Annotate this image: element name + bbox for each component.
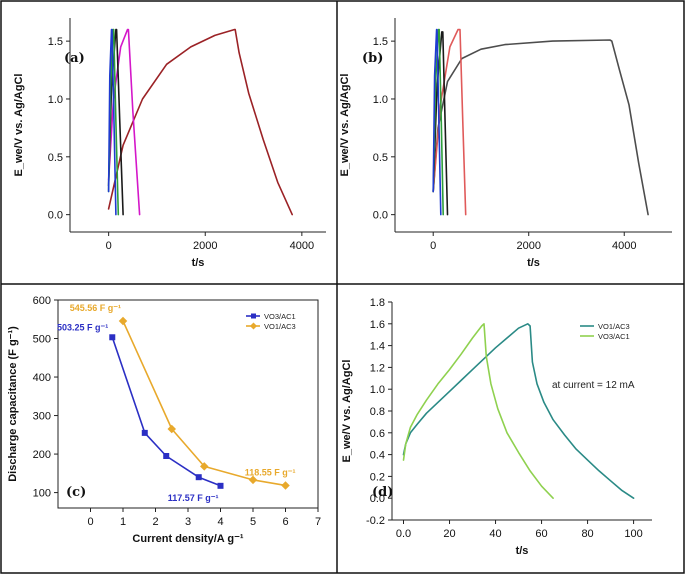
y-tick-label: 0.4 bbox=[370, 450, 385, 462]
y-tick-label: 1.6 bbox=[370, 319, 385, 331]
data-point bbox=[167, 424, 176, 434]
y-tick-label: 0.8 bbox=[370, 406, 385, 418]
data-point bbox=[109, 334, 116, 341]
x-tick-label: 0 bbox=[430, 240, 436, 252]
panel-label: (a) bbox=[64, 51, 85, 66]
x-tick-label: 2000 bbox=[193, 240, 217, 252]
x-tick-label: 5 bbox=[250, 516, 256, 528]
x-axis-title: t/s bbox=[527, 257, 540, 269]
y-tick-label: 1.5 bbox=[373, 36, 388, 48]
data-point bbox=[118, 316, 128, 326]
value-annotation: 545.56 F g⁻¹ bbox=[70, 303, 121, 313]
legend-label: VO3/AC1 bbox=[264, 312, 296, 321]
y-tick-label: 0.0 bbox=[373, 210, 388, 222]
x-tick-label: 7 bbox=[315, 516, 321, 528]
value-annotation: 503.25 F g⁻¹ bbox=[57, 322, 108, 332]
x-tick-label: 40 bbox=[489, 528, 501, 540]
panel-c-chart: 100 200 300 400 500 600 0 1 2 3 4 5 6 7 Current densit… bbox=[7, 295, 321, 545]
series-line-curve-5 bbox=[107, 28, 117, 216]
series-line-curve-3 bbox=[432, 31, 449, 216]
x-tick-label: 80 bbox=[581, 528, 593, 540]
panel-b-chart: 0.0 0.5 1.0 1.5 0 2000 4000 t/s E_we/V vs. Ag/Ag… bbox=[339, 18, 672, 269]
data-point bbox=[217, 482, 224, 489]
y-axis-title: E_we/V vs. Ag/AgCl bbox=[341, 360, 353, 463]
panel-label: (b) bbox=[362, 51, 383, 66]
legend-label: VO3/AC1 bbox=[598, 332, 630, 341]
panel-a-chart: 0.0 0.5 1.0 1.5 0 2000 4000 t/s E_we/V vs. Ag/Ag… bbox=[13, 18, 326, 269]
x-tick-label: 0 bbox=[106, 240, 112, 252]
current-note: at current = 12 mA bbox=[552, 380, 635, 391]
y-tick-label: 1.0 bbox=[48, 94, 63, 106]
y-tick-label: 0.2 bbox=[370, 471, 385, 483]
y-tick-label: 1.5 bbox=[48, 36, 63, 48]
y-tick-label: 0.0 bbox=[48, 210, 63, 222]
panel-label: (d) bbox=[372, 485, 393, 500]
legend-label: VO1/AC3 bbox=[264, 322, 296, 331]
y-tick-label: 200 bbox=[33, 449, 51, 461]
y-tick-label: 0.0 bbox=[370, 493, 385, 505]
y-tick-label: 0.5 bbox=[373, 152, 388, 164]
legend-label: VO1/AC3 bbox=[598, 322, 630, 331]
x-tick-label: 1 bbox=[120, 516, 126, 528]
x-tick-label: 2 bbox=[152, 516, 158, 528]
series-line-curve-1 bbox=[107, 28, 293, 216]
legend-marker bbox=[251, 313, 256, 319]
series-line-vo1-ac3 bbox=[122, 320, 287, 487]
x-tick-label: 4000 bbox=[290, 240, 314, 252]
data-point bbox=[281, 481, 290, 490]
y-axis-title: E_we/V vs. Ag/AgCl bbox=[339, 74, 351, 177]
y-tick-label: 300 bbox=[33, 411, 51, 423]
y-tick-label: 0.6 bbox=[370, 428, 385, 440]
data-point bbox=[141, 429, 148, 436]
x-tick-label: 100 bbox=[624, 528, 642, 540]
value-annotation: 118.55 F g⁻¹ bbox=[245, 467, 296, 477]
data-point bbox=[195, 474, 202, 481]
x-axis-title: Current density/A g⁻¹ bbox=[132, 533, 243, 545]
y-tick-label: 600 bbox=[33, 295, 51, 307]
data-point bbox=[248, 475, 258, 485]
y-axis-title: E_we/V vs. Ag/AgCl bbox=[13, 74, 25, 177]
y-tick-label: 0.5 bbox=[48, 152, 63, 164]
value-annotation: 117.57 F g⁻¹ bbox=[168, 493, 219, 503]
series-line-curve-4 bbox=[432, 28, 444, 216]
series-line-vo3-ac1 bbox=[402, 323, 554, 499]
x-tick-label: 4000 bbox=[612, 240, 636, 252]
y-tick-label: 1.2 bbox=[370, 362, 385, 374]
x-tick-label: 3 bbox=[185, 516, 191, 528]
y-tick-label: 1.8 bbox=[370, 297, 385, 309]
x-tick-label: 0.0 bbox=[396, 528, 411, 540]
x-axis-title: t/s bbox=[516, 545, 529, 557]
data-point bbox=[163, 453, 170, 459]
legend-marker bbox=[249, 322, 258, 330]
series-line-vo1-ac3 bbox=[402, 323, 635, 499]
panel-label: (c) bbox=[66, 485, 86, 500]
y-tick-label: 1.0 bbox=[373, 94, 388, 106]
x-tick-label: 20 bbox=[443, 528, 455, 540]
data-point bbox=[200, 462, 209, 471]
x-tick-label: 6 bbox=[282, 516, 288, 528]
y-tick-label: 400 bbox=[33, 372, 51, 384]
y-tick-label: 500 bbox=[33, 334, 51, 346]
x-tick-label: 4 bbox=[217, 516, 223, 528]
y-tick-label: 100 bbox=[33, 488, 51, 500]
x-axis-title: t/s bbox=[192, 257, 205, 269]
y-tick-label: 1.0 bbox=[370, 384, 385, 396]
series-line-curve-5 bbox=[432, 28, 442, 216]
x-tick-label: 2000 bbox=[516, 240, 540, 252]
x-tick-label: 60 bbox=[535, 528, 547, 540]
y-tick-label: -0.2 bbox=[366, 515, 385, 527]
y-axis-title: Discharge capacitance (F g⁻¹) bbox=[7, 326, 19, 482]
panel-d-chart: -0.2 0.0 0.2 0.4 0.6 0.8 1.0 1.2 1.4 1.6 1.8 0.0 20 4… bbox=[341, 297, 652, 557]
y-tick-label: 1.4 bbox=[370, 341, 385, 353]
series-line-curve-1 bbox=[432, 39, 649, 216]
x-tick-label: 0 bbox=[87, 516, 93, 528]
